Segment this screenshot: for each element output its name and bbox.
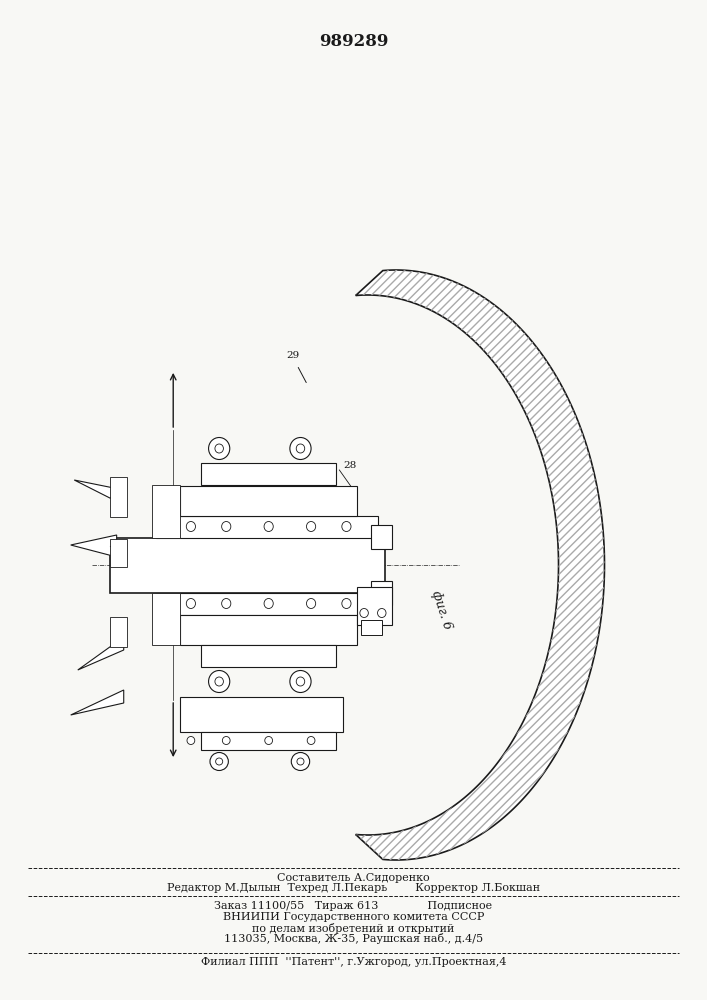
Ellipse shape — [187, 521, 195, 531]
Ellipse shape — [360, 608, 368, 617]
Ellipse shape — [341, 598, 351, 608]
Polygon shape — [356, 270, 604, 860]
Ellipse shape — [222, 521, 230, 531]
Bar — [201, 645, 336, 667]
Bar — [110, 539, 127, 567]
Ellipse shape — [296, 444, 305, 453]
Text: 989289: 989289 — [319, 33, 388, 50]
Polygon shape — [78, 637, 124, 670]
Text: 28: 28 — [343, 460, 356, 470]
Bar — [110, 477, 127, 517]
Text: Составитель А.Сидоренко: Составитель А.Сидоренко — [277, 873, 430, 883]
Bar — [371, 581, 392, 605]
Bar — [180, 485, 357, 516]
Ellipse shape — [291, 753, 310, 771]
Ellipse shape — [222, 737, 230, 745]
Ellipse shape — [297, 758, 304, 765]
Ellipse shape — [290, 671, 311, 693]
Text: фиг. 6: фиг. 6 — [429, 589, 455, 631]
Ellipse shape — [378, 608, 386, 617]
Bar — [180, 697, 343, 732]
Ellipse shape — [215, 677, 223, 686]
Bar — [156, 592, 378, 614]
Ellipse shape — [264, 598, 273, 608]
Bar — [361, 620, 382, 635]
Ellipse shape — [210, 753, 228, 771]
Text: ВНИИПИ Государственного комитета СССР: ВНИИПИ Государственного комитета СССР — [223, 912, 484, 922]
Bar — [110, 617, 127, 647]
Ellipse shape — [209, 437, 230, 459]
Bar — [201, 732, 336, 750]
Ellipse shape — [341, 521, 351, 531]
Text: 113035, Москва, Ж-35, Раушская наб., д.4/5: 113035, Москва, Ж-35, Раушская наб., д.4… — [224, 934, 483, 944]
Ellipse shape — [290, 437, 311, 459]
Bar — [180, 614, 357, 645]
Bar — [357, 587, 392, 625]
Ellipse shape — [216, 758, 223, 765]
Text: A: A — [149, 564, 159, 576]
Text: 29: 29 — [287, 351, 300, 360]
Text: A: A — [133, 564, 143, 576]
Bar — [152, 592, 180, 645]
Ellipse shape — [296, 677, 305, 686]
Text: -: - — [142, 554, 148, 566]
Ellipse shape — [187, 598, 195, 608]
Ellipse shape — [215, 444, 223, 453]
Text: 28: 28 — [233, 656, 247, 665]
Text: Редактор М.Дылын  Техред Л.Пекарь        Корректор Л.Бокшан: Редактор М.Дылын Техред Л.Пекарь Коррект… — [167, 883, 540, 893]
Polygon shape — [71, 690, 124, 715]
Text: Филиал ППП  ''Патент'', г.Ужгород, ул.Проектная,4: Филиал ППП ''Патент'', г.Ужгород, ул.Про… — [201, 957, 506, 967]
Polygon shape — [71, 535, 117, 557]
Bar — [371, 525, 392, 549]
Bar — [201, 463, 336, 485]
Text: 6: 6 — [258, 716, 265, 724]
Text: по делам изобретений и открытий: по делам изобретений и открытий — [252, 922, 455, 934]
Ellipse shape — [306, 598, 315, 608]
Bar — [110, 538, 385, 592]
Text: Заказ 11100/55   Тираж 613              Подписное: Заказ 11100/55 Тираж 613 Подписное — [214, 901, 493, 911]
Bar — [156, 516, 378, 538]
Ellipse shape — [209, 671, 230, 693]
Polygon shape — [74, 480, 124, 505]
Ellipse shape — [264, 737, 273, 745]
Ellipse shape — [187, 737, 195, 745]
Ellipse shape — [264, 521, 273, 531]
Ellipse shape — [306, 521, 315, 531]
Ellipse shape — [307, 737, 315, 745]
Ellipse shape — [222, 598, 230, 608]
Bar — [152, 486, 180, 538]
